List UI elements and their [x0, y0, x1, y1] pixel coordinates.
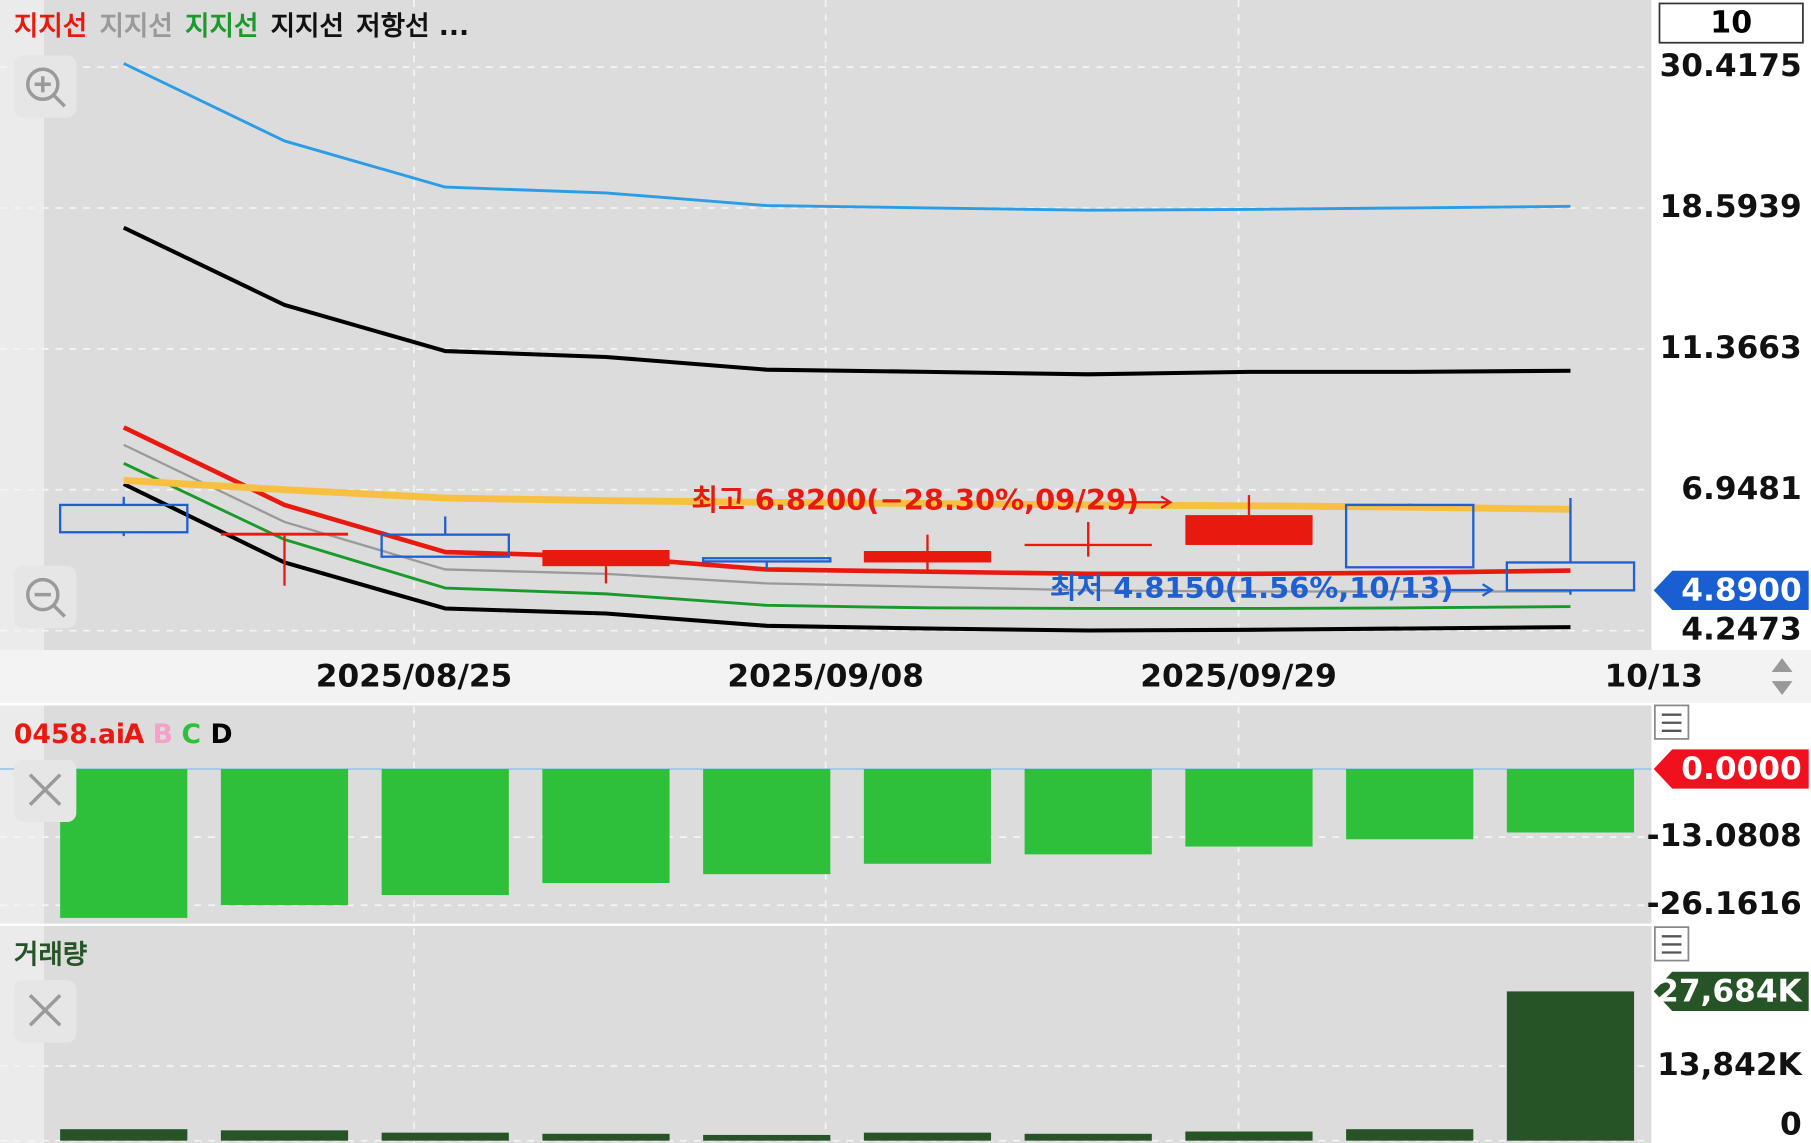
candle-body: [1024, 543, 1152, 547]
y-tick-label: 13,842K: [1657, 1047, 1803, 1083]
bar: [1185, 768, 1313, 847]
annotation: 최저 4.8150(1.56%,10/13): [1050, 571, 1453, 605]
legend-entry: C: [182, 719, 202, 750]
y-tick-label: -13.0808: [1647, 818, 1802, 854]
scroll-arrows[interactable]: [1771, 658, 1793, 696]
candle-body: [1505, 561, 1636, 592]
bar: [1185, 1131, 1313, 1141]
y-tick-label: 0: [1780, 1107, 1802, 1143]
annotation: 최고 6.8200(−28.30%,09/29): [692, 483, 1140, 517]
legend-entry: 지지선: [271, 11, 344, 42]
bar: [1346, 1129, 1474, 1141]
candle-body: [380, 533, 510, 558]
bar: [381, 768, 509, 895]
bar: [542, 1133, 670, 1141]
indicator-line: [123, 443, 1571, 593]
y-tick-label: 18.5939: [1660, 189, 1802, 225]
x-axis-band: [0, 650, 1811, 704]
y-tick-label: 30.4175: [1660, 48, 1802, 84]
price-panel: [43, 0, 1652, 651]
current-value-badge: [1653, 570, 1809, 610]
period-label: 10: [1710, 6, 1752, 41]
legend-entry: 저항선 ...: [356, 11, 469, 42]
menu-icon: [1661, 713, 1682, 732]
legend-entry: 지지선: [185, 11, 258, 42]
bar: [220, 768, 349, 906]
legend-entry: A: [124, 719, 145, 750]
bar: [1024, 768, 1152, 855]
bar: [703, 768, 831, 875]
current-value-badge: [1653, 971, 1809, 1012]
period-box[interactable]: [1658, 2, 1804, 44]
zoom-in-button[interactable]: [13, 55, 77, 118]
y-tick-label: 6.9481: [1681, 471, 1801, 507]
labels: 2025/08/25 2025/09/08 2025/09/29 10/13 4.247…: [14, 11, 1809, 1143]
zoom-out-button[interactable]: [13, 565, 77, 629]
legend-entry: 지지선: [14, 11, 87, 42]
candle-body: [542, 550, 670, 567]
indicator-line: [122, 225, 1571, 377]
close-icon: [28, 773, 62, 806]
x-tick-label: 2025/09/29: [1140, 659, 1337, 695]
zoom-out-icon: [34, 592, 66, 618]
annotation-arrow: [1124, 495, 1173, 509]
bar: [1346, 768, 1474, 840]
x-tick-label: 2025/08/25: [316, 659, 513, 695]
current-value-label: 4.8900: [1681, 573, 1801, 609]
indicator-line: [123, 462, 1571, 610]
bar: [542, 768, 670, 884]
y-tick-label: -26.1616: [1647, 886, 1802, 922]
candle-body: [220, 532, 349, 536]
bar: [381, 1132, 509, 1141]
zoom-in-icon: [26, 67, 60, 102]
zoom-out-icon: [26, 577, 60, 612]
candle-body: [58, 503, 189, 534]
bar: [60, 768, 188, 918]
candle-body: [1185, 515, 1313, 545]
current-value-label: 0.0000: [1681, 751, 1801, 787]
legend-entry: 지지선: [99, 11, 172, 42]
menu-icon: [1661, 935, 1682, 954]
x-tick-label: 2025/09/08: [727, 659, 924, 695]
bar: [863, 768, 992, 864]
panel-title: 거래량: [14, 939, 87, 970]
close-icon: [28, 993, 62, 1027]
annotation-arrow: [1445, 583, 1495, 597]
bar: [1506, 768, 1635, 833]
indicator-line: [123, 476, 1571, 513]
indicator-line: [122, 482, 1571, 633]
bar: [220, 1130, 349, 1141]
indicator-line: [122, 425, 1571, 577]
candle-body: [1344, 503, 1475, 569]
bar: [1024, 1133, 1152, 1141]
panel-title: 0458.ai: [14, 719, 125, 750]
legend-entry: D: [210, 719, 232, 750]
bar: [1506, 991, 1635, 1141]
marks: [58, 62, 1636, 1141]
candle-body: [863, 551, 992, 563]
bar: [60, 1129, 188, 1141]
y-tick-label: 4.2473: [1681, 612, 1801, 648]
x-tick-label: 10/13: [1605, 659, 1703, 695]
candle-body: [701, 557, 832, 563]
bar: [703, 1134, 831, 1141]
legend-entry: B: [153, 719, 173, 750]
current-value-badge: [1653, 749, 1809, 789]
bar: [863, 1132, 992, 1141]
y-tick-label: 11.3663: [1660, 330, 1802, 366]
zoom-in-icon: [34, 76, 66, 108]
indicator-line: [123, 62, 1571, 212]
volume-panel: [43, 925, 1652, 1143]
current-value-label: 27,684K: [1657, 974, 1803, 1010]
